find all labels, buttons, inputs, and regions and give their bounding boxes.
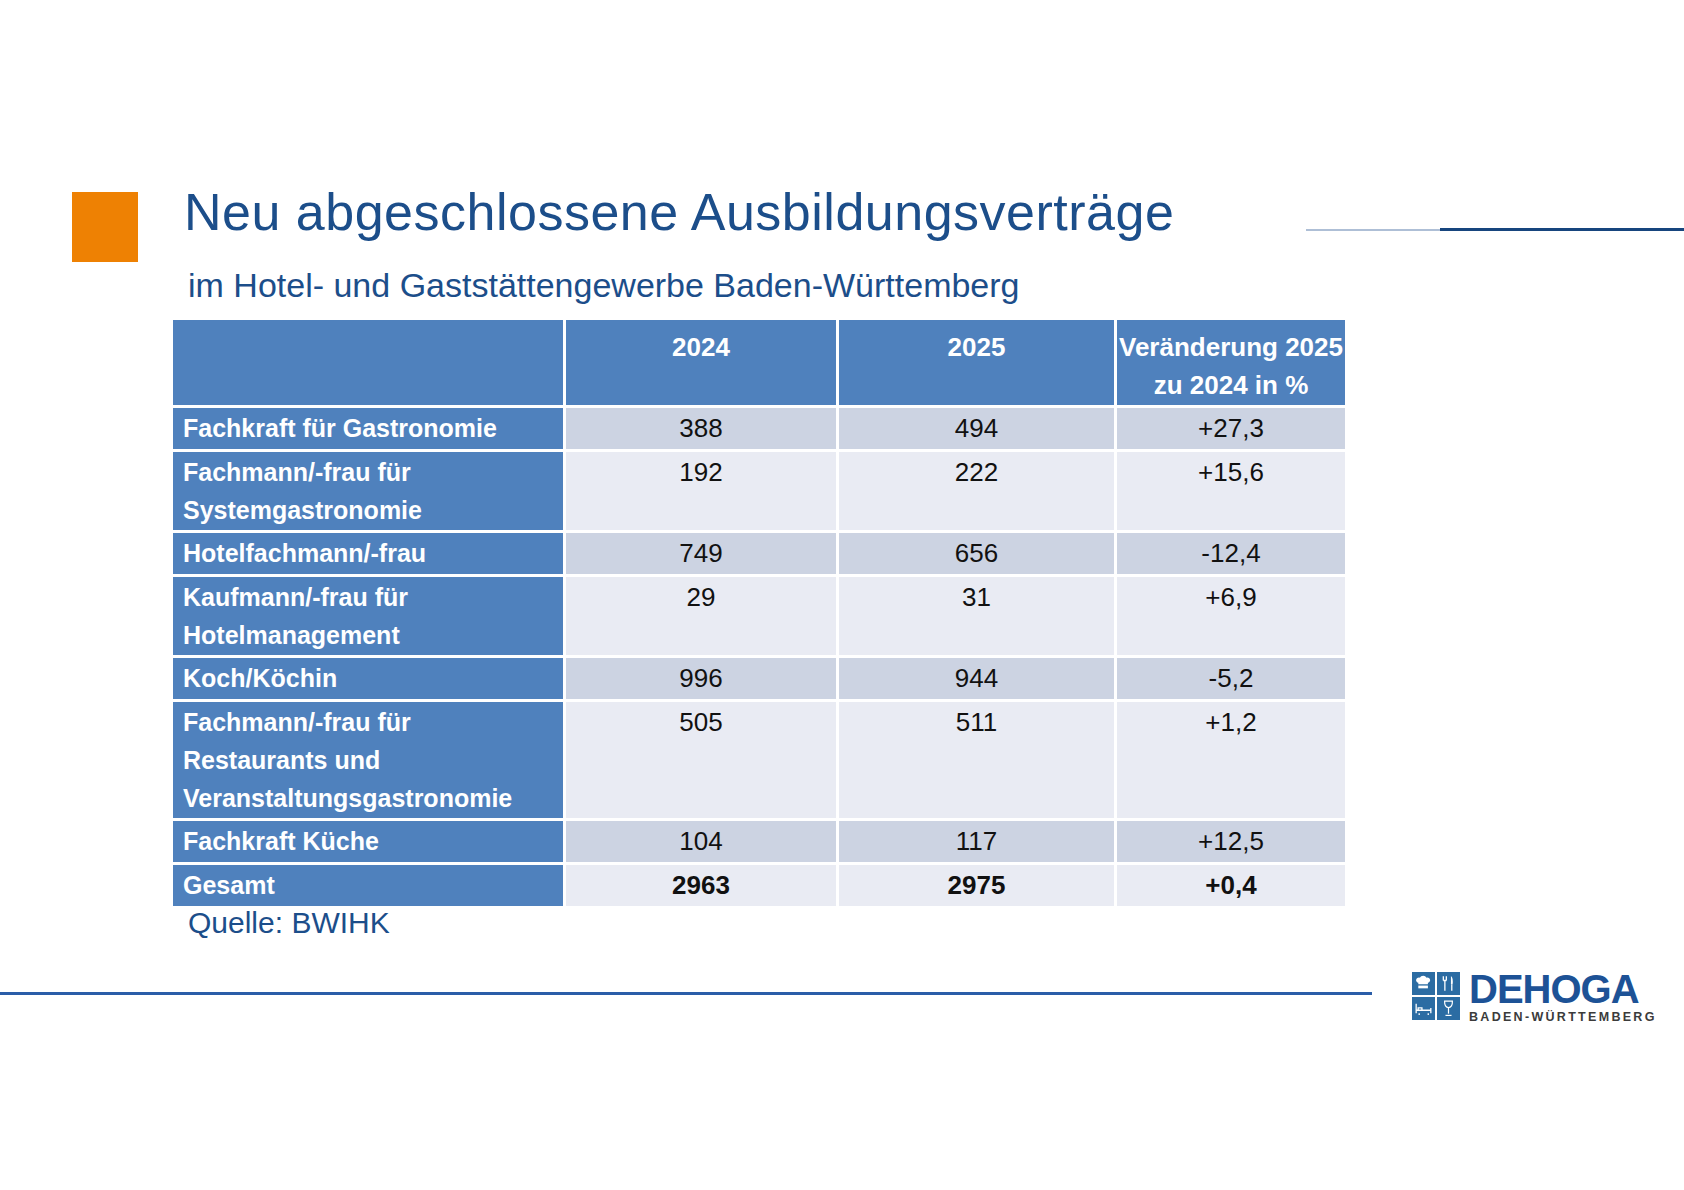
cell-2025: 2975 xyxy=(839,865,1114,906)
bed-icon xyxy=(1412,997,1435,1020)
table-row: Koch/Köchin996944-5,2 xyxy=(173,658,1345,699)
row-label: Fachkraft Küche xyxy=(173,821,563,862)
cell-2024: 192 xyxy=(566,452,836,530)
cell-2025: 656 xyxy=(839,533,1114,574)
table-row: Kaufmann/-frau fürHotelmanagement2931+6,… xyxy=(173,577,1345,655)
table-row: Fachkraft Küche104117+12,5 xyxy=(173,821,1345,862)
logo-region: BADEN-WÜRTTEMBERG xyxy=(1469,1010,1657,1024)
table-row: Fachkraft für Gastronomie388494+27,3 xyxy=(173,408,1345,449)
cell-2024: 996 xyxy=(566,658,836,699)
cell-2025: 222 xyxy=(839,452,1114,530)
cell-change: +1,2 xyxy=(1117,702,1345,818)
header-cell-empty xyxy=(173,320,563,405)
cell-2024: 29 xyxy=(566,577,836,655)
cell-change: +6,9 xyxy=(1117,577,1345,655)
header-change-line2: zu 2024 in % xyxy=(1118,366,1344,404)
source-note: Quelle: BWIHK xyxy=(188,906,390,940)
cell-change: +27,3 xyxy=(1117,408,1345,449)
cell-change: +15,6 xyxy=(1117,452,1345,530)
cell-change: -12,4 xyxy=(1117,533,1345,574)
chef-hat-icon xyxy=(1412,972,1435,995)
cell-2024: 749 xyxy=(566,533,836,574)
cell-2024: 104 xyxy=(566,821,836,862)
row-label: Hotelfachmann/-frau xyxy=(173,533,563,574)
slide-canvas: Neu abgeschlossene Ausbildungsverträge i… xyxy=(0,0,1684,1190)
slide-title: Neu abgeschlossene Ausbildungsverträge xyxy=(184,182,1174,242)
table-row: Fachmann/-frau fürSystemgastronomie19222… xyxy=(173,452,1345,530)
row-label: Fachmann/-frau fürRestaurants undVeranst… xyxy=(173,702,563,818)
slide-subtitle: im Hotel- und Gaststättengewerbe Baden-W… xyxy=(188,266,1020,305)
cell-2025: 511 xyxy=(839,702,1114,818)
row-label: Gesamt xyxy=(173,865,563,906)
table-row: Fachmann/-frau fürRestaurants undVeranst… xyxy=(173,702,1345,818)
table-header-row: 2024 2025 Veränderung 2025 zu 2024 in % xyxy=(173,320,1345,405)
row-label: Fachkraft für Gastronomie xyxy=(173,408,563,449)
table-row: Gesamt29632975+0,4 xyxy=(173,865,1345,906)
cell-2024: 2963 xyxy=(566,865,836,906)
dehoga-logo: DEHOGA BADEN-WÜRTTEMBERG xyxy=(1412,972,1657,1024)
cell-2024: 505 xyxy=(566,702,836,818)
footer-divider xyxy=(0,992,1372,995)
logo-textblock: DEHOGA BADEN-WÜRTTEMBERG xyxy=(1469,972,1657,1024)
accent-square xyxy=(72,192,138,262)
training-contracts-table: 2024 2025 Veränderung 2025 zu 2024 in % … xyxy=(170,317,1348,909)
cell-change: +0,4 xyxy=(1117,865,1345,906)
table-row: Hotelfachmann/-frau749656-12,4 xyxy=(173,533,1345,574)
cell-change: -5,2 xyxy=(1117,658,1345,699)
cell-change: +12,5 xyxy=(1117,821,1345,862)
header-cell-2024: 2024 xyxy=(566,320,836,405)
cell-2025: 117 xyxy=(839,821,1114,862)
row-label: Fachmann/-frau fürSystemgastronomie xyxy=(173,452,563,530)
cell-2024: 388 xyxy=(566,408,836,449)
header-change-line1: Veränderung 2025 xyxy=(1118,328,1344,366)
logo-icon-grid xyxy=(1412,972,1460,1020)
header-divider-light xyxy=(1306,229,1440,231)
header-divider-dark xyxy=(1440,228,1684,231)
row-label: Koch/Köchin xyxy=(173,658,563,699)
header-cell-change: Veränderung 2025 zu 2024 in % xyxy=(1117,320,1345,405)
cell-2025: 31 xyxy=(839,577,1114,655)
fork-and-knife-icon xyxy=(1437,972,1460,995)
cell-2025: 494 xyxy=(839,408,1114,449)
header-cell-2025: 2025 xyxy=(839,320,1114,405)
wine-glass-icon xyxy=(1437,997,1460,1020)
row-label: Kaufmann/-frau fürHotelmanagement xyxy=(173,577,563,655)
cell-2025: 944 xyxy=(839,658,1114,699)
logo-wordmark: DEHOGA xyxy=(1469,972,1657,1006)
